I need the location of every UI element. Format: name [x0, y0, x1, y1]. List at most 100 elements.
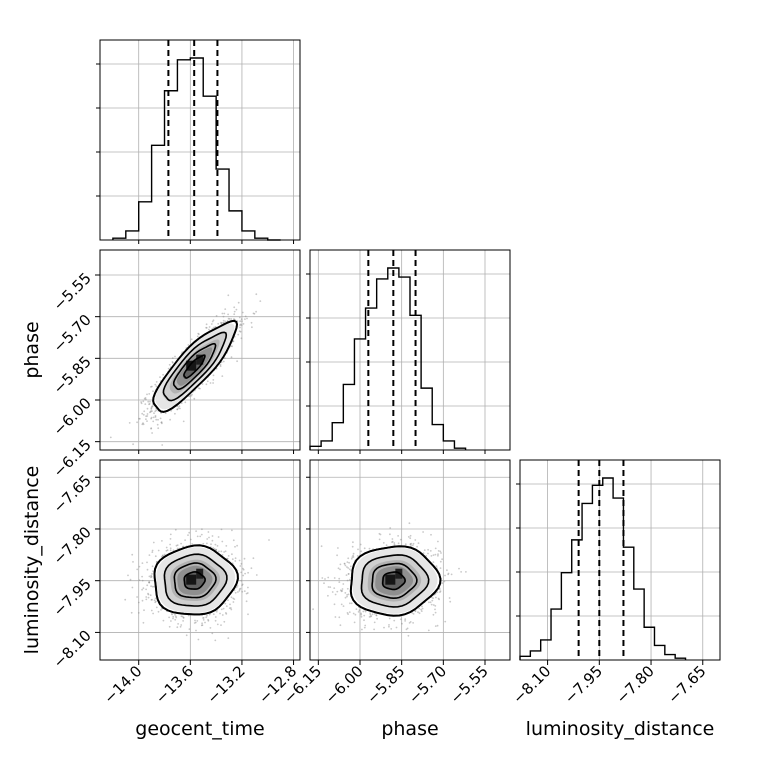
- sample-point: [143, 414, 145, 416]
- sample-point: [201, 528, 203, 530]
- sample-point: [352, 541, 354, 543]
- sample-point: [352, 546, 354, 548]
- sample-point: [212, 535, 214, 537]
- sample-point: [451, 574, 453, 576]
- sample-point: [155, 416, 157, 418]
- sample-point: [152, 586, 154, 588]
- scatter-panel-geocent_time-phase: [100, 250, 300, 453]
- sample-point: [160, 609, 162, 611]
- sample-point: [335, 594, 337, 596]
- sample-point: [223, 320, 225, 322]
- sample-point: [227, 314, 229, 316]
- sample-point: [195, 630, 197, 632]
- sample-point: [193, 398, 195, 400]
- sample-point: [444, 575, 446, 577]
- sample-point: [241, 563, 243, 565]
- sample-point: [176, 545, 178, 547]
- sample-point: [210, 627, 212, 629]
- sample-point: [166, 547, 168, 549]
- sample-point: [430, 601, 432, 603]
- sample-point: [224, 321, 226, 323]
- sample-point: [209, 614, 211, 616]
- sample-point: [334, 603, 336, 605]
- sample-point: [437, 625, 439, 627]
- sample-point: [212, 540, 214, 542]
- density-core: [186, 575, 196, 585]
- sample-point: [234, 311, 236, 313]
- sample-point: [373, 629, 375, 631]
- sample-point: [152, 390, 154, 392]
- sample-point: [370, 615, 372, 617]
- sample-point: [153, 412, 155, 414]
- sample-point: [156, 381, 158, 383]
- sample-point: [218, 536, 220, 538]
- sample-point: [172, 357, 174, 359]
- histogram-step-luminosity_distance: [520, 478, 686, 660]
- sample-point: [227, 637, 229, 639]
- sample-point: [136, 569, 138, 571]
- sample-point: [233, 539, 235, 541]
- sample-point: [152, 565, 154, 567]
- sample-point: [154, 601, 156, 603]
- sample-point: [217, 323, 219, 325]
- sample-point: [353, 613, 355, 615]
- sample-point: [147, 569, 149, 571]
- sample-point: [147, 408, 149, 410]
- sample-point: [150, 418, 152, 420]
- sample-point: [342, 588, 344, 590]
- sample-point: [439, 588, 441, 590]
- sample-point: [157, 419, 159, 421]
- sample-point: [183, 421, 185, 423]
- sample-point: [348, 594, 350, 596]
- sample-point: [364, 625, 366, 627]
- sample-point: [400, 539, 402, 541]
- sample-point: [142, 562, 144, 564]
- sample-point: [203, 619, 205, 621]
- sample-point: [161, 444, 163, 446]
- scatter-content: [124, 528, 270, 641]
- sample-point: [127, 451, 129, 453]
- sample-point: [184, 539, 186, 541]
- sample-point: [223, 313, 225, 315]
- sample-point: [208, 329, 210, 331]
- sample-point: [166, 550, 168, 552]
- sample-point: [374, 622, 376, 624]
- sample-point: [215, 544, 217, 546]
- sample-point: [237, 334, 239, 336]
- sample-point: [333, 587, 335, 589]
- sample-point: [433, 561, 435, 563]
- sample-point: [424, 549, 426, 551]
- sample-point: [150, 576, 152, 578]
- sample-point: [436, 565, 438, 567]
- sample-point: [146, 394, 148, 396]
- sample-point: [362, 611, 364, 613]
- sample-point: [136, 596, 138, 598]
- sample-point: [440, 567, 442, 569]
- sample-point: [244, 558, 246, 560]
- sample-point: [386, 544, 388, 546]
- sample-point: [130, 579, 132, 581]
- sample-point: [409, 522, 411, 524]
- sample-point: [233, 598, 235, 600]
- sample-point: [242, 312, 244, 314]
- sample-point: [334, 577, 336, 579]
- sample-point: [230, 318, 232, 320]
- sample-point: [345, 597, 347, 599]
- sample-point: [434, 609, 436, 611]
- sample-point: [417, 611, 419, 613]
- sample-point: [198, 639, 200, 641]
- sample-point: [338, 616, 340, 618]
- sample-point: [428, 630, 430, 632]
- sample-point: [149, 554, 151, 556]
- sample-point: [222, 614, 224, 616]
- sample-point: [369, 612, 371, 614]
- sample-point: [419, 612, 421, 614]
- sample-point: [152, 613, 154, 615]
- sample-point: [220, 551, 222, 553]
- sample-point: [177, 548, 179, 550]
- sample-point: [124, 599, 126, 601]
- sample-point: [150, 428, 152, 430]
- sample-point: [398, 542, 400, 544]
- sample-point: [323, 582, 325, 584]
- sample-point: [401, 623, 403, 625]
